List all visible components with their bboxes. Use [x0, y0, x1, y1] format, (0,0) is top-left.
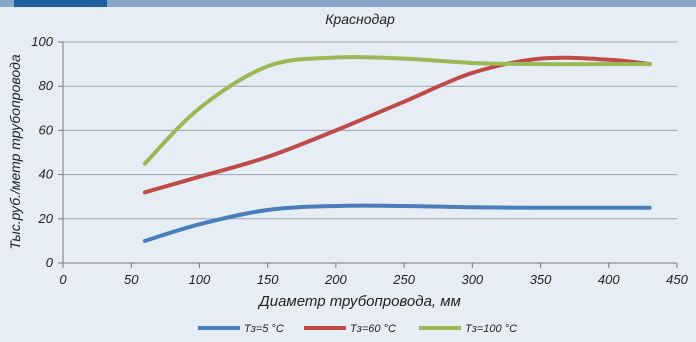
x-tick-label: 200 [324, 272, 347, 287]
legend-label: Тз=60 °С [350, 323, 396, 335]
series-3-point [539, 62, 543, 66]
series-3-point [402, 57, 406, 61]
series-1-point [266, 208, 270, 212]
legend-label: Тз=5 °С [244, 323, 284, 335]
x-tick-label: 250 [392, 272, 415, 287]
series-1-point [143, 239, 147, 243]
x-tick-label: 350 [530, 272, 552, 287]
y-tick-label: 100 [31, 34, 53, 49]
series-3-point [607, 62, 611, 66]
series-3-point [470, 61, 474, 65]
x-tick-label: 0 [59, 272, 67, 287]
series-2-point [470, 71, 474, 75]
series-1-point [539, 206, 543, 210]
series-1-point [470, 205, 474, 209]
legend-label: Тз=100 °С [465, 323, 517, 335]
top-strip [0, 0, 696, 7]
legend: Тз=5 °С Тз=60 °С Тз=100 °С [198, 323, 517, 335]
series-1-point [607, 206, 611, 210]
series-3-point [197, 106, 201, 110]
series-2-point [197, 175, 201, 179]
series-1-point [197, 222, 201, 226]
x-tick-label: 100 [189, 272, 211, 287]
series-2-point [402, 100, 406, 104]
series-line-2 [142, 55, 652, 195]
y-tick-label: 0 [46, 255, 54, 270]
y-tick-label: 40 [39, 167, 54, 182]
series-2-point [143, 190, 147, 194]
series-1-point [334, 204, 338, 208]
series-layer [142, 55, 652, 243]
y-tick-label: 60 [39, 122, 54, 137]
x-tick-label: 50 [124, 272, 139, 287]
top-strip-tab [14, 0, 107, 7]
series-2-point [539, 57, 543, 61]
series-3-point [334, 55, 338, 59]
series-1-point [648, 206, 652, 210]
series-2-point [334, 128, 338, 132]
y-tick-label: 80 [39, 78, 54, 93]
series-line-1 [142, 203, 652, 243]
series-3-point [266, 64, 270, 68]
grid-layer [63, 41, 677, 220]
x-tick-label: 400 [598, 272, 620, 287]
series-line-3 [142, 55, 652, 166]
chart-title: Краснодар [325, 11, 395, 27]
series-2-point [266, 155, 270, 159]
x-tick-label: 450 [666, 272, 688, 287]
series-2-point [607, 58, 611, 62]
axes-layer: 0 20 40 60 80 100 0 50 100 150 200 250 300 350 400 450 [31, 34, 688, 287]
series-3-point [143, 162, 147, 166]
series-3-point [648, 62, 652, 66]
y-tick-label: 20 [38, 211, 54, 226]
y-axis-label: Тыс.руб./метр трубопровода [7, 54, 23, 250]
x-axis-label: Диаметр трубопровода, мм [257, 293, 461, 310]
series-1-point [402, 204, 406, 208]
x-tick-label: 150 [257, 272, 279, 287]
x-tick-label: 300 [461, 272, 483, 287]
